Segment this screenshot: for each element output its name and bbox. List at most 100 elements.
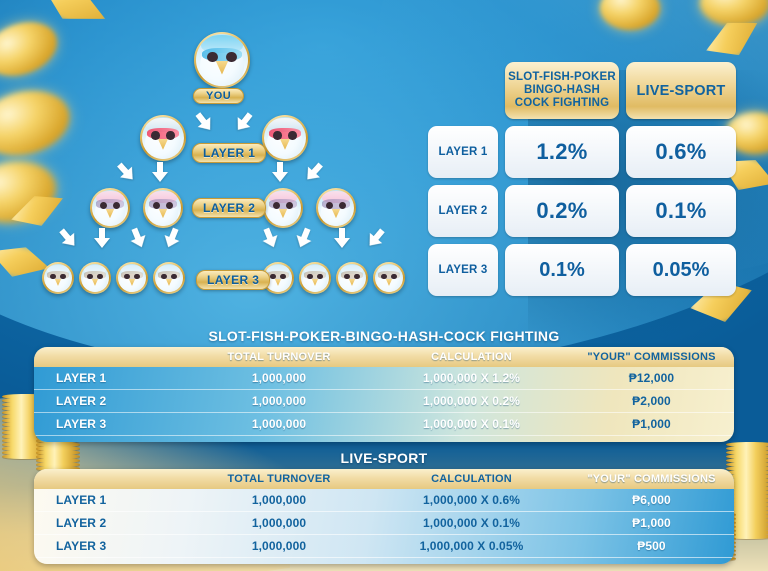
arrow-down-icon [334,228,350,248]
slots-row2-turnover: 1,000,000 [251,394,307,408]
avatar-layer3 [299,262,331,294]
arrow-down-icon [192,109,217,135]
live-col-commissions: "YOUR" COMMISSIONS [587,473,716,485]
avatar-layer2 [90,188,130,228]
live-row1-commission: ₱6,000 [632,493,671,507]
arrow-down-icon [293,226,315,251]
live-row3-layer: LAYER 3 [56,539,107,553]
commission-rate-table: SLOT-FISH-POKER BINGO-HASH COCK FIGHTING… [428,62,736,303]
avatar-layer3 [336,262,368,294]
live-row3-calculation: 1,000,000 X 0.05% [419,539,524,553]
avatar-layer3 [116,262,148,294]
rate-table-header-row: SLOT-FISH-POKER BINGO-HASH COCK FIGHTING… [428,62,736,119]
slots-row2-commission: ₱2,000 [632,394,671,408]
rate-header-slots: SLOT-FISH-POKER BINGO-HASH COCK FIGHTING [505,62,619,119]
slots-row2-layer: LAYER 2 [56,394,107,408]
rate-header-slots-line3: COCK FIGHTING [514,97,610,109]
table-row: LAYER 1 1,000,000 1,000,000 X 1.2% ₱12,0… [34,367,734,390]
slots-row3-commission: ₱1,000 [632,417,671,431]
slots-row1-turnover: 1,000,000 [251,371,307,385]
arrow-down-icon [363,225,388,251]
avatar-you [194,32,250,88]
slots-commission-table: TOTAL TURNOVER CALCULATION "YOUR" COMMIS… [34,347,734,442]
slots-table-title: SLOT-FISH-POKER-BINGO-HASH-COCK FIGHTING [208,328,560,344]
arrow-down-icon [232,109,257,135]
rate-row-label-layer3: LAYER 3 [428,244,498,296]
live-row3-commission: ₱500 [637,539,666,553]
badge-layer-2-label: LAYER 2 [203,201,256,215]
arrow-down-icon [55,225,80,251]
slots-row2-calculation: 1,000,000 X 0.2% [422,394,520,408]
badge-layer-1: LAYER 1 [192,143,267,163]
rate-row-label-layer2: LAYER 2 [428,185,498,237]
live-row2-commission: ₱1,000 [632,516,671,530]
referral-pyramid-diagram: YOU LAYER 1 [0,0,420,320]
slots-row3-turnover: 1,000,000 [251,417,307,431]
rate-row-label-layer1: LAYER 1 [428,126,498,178]
badge-layer-2: LAYER 2 [192,198,267,218]
live-row2-layer: LAYER 2 [56,516,107,530]
slots-row1-commission: ₱12,000 [628,371,675,385]
rate-header-live-sport: LIVE-SPORT [626,62,736,119]
rate-table-row: LAYER 1 1.2% 0.6% [428,126,736,178]
arrow-down-icon [161,226,183,251]
avatar-layer1 [140,115,186,161]
slots-row1-calculation: 1,000,000 X 1.2% [422,371,520,385]
avatar-layer3 [42,262,74,294]
arrow-down-icon [94,228,110,248]
rate-slots-layer2: 0.2% [505,185,619,237]
arrow-down-icon [113,159,138,185]
avatar-layer3 [79,262,111,294]
avatar-layer2 [263,188,303,228]
slots-row3-calculation: 1,000,000 X 0.1% [422,417,520,431]
rate-table-row: LAYER 2 0.2% 0.1% [428,185,736,237]
slots-table-footer-pad [34,436,734,442]
rate-header-slots-line2: BINGO-HASH [523,84,601,96]
rate-live-layer3: 0.05% [626,244,736,296]
avatar-layer2 [143,188,183,228]
table-row: LAYER 2 1,000,000 1,000,000 X 0.1% ₱1,00… [34,512,734,535]
arrow-down-icon [152,162,168,182]
table-row: LAYER 2 1,000,000 1,000,000 X 0.2% ₱2,00… [34,390,734,413]
live-commission-table: TOTAL TURNOVER CALCULATION "YOUR" COMMIS… [34,469,734,564]
live-col-turnover: TOTAL TURNOVER [227,473,331,485]
slots-table-header: TOTAL TURNOVER CALCULATION "YOUR" COMMIS… [34,347,734,367]
live-table-title: LIVE-SPORT [340,450,428,466]
slots-row1-layer: LAYER 1 [56,371,107,385]
slots-col-commissions: "YOUR" COMMISSIONS [587,351,716,363]
live-row1-turnover: 1,000,000 [251,493,307,507]
arrow-down-icon [259,226,281,251]
rate-slots-layer3: 0.1% [505,244,619,296]
live-row3-turnover: 1,000,000 [251,539,307,553]
slots-col-calculation: CALCULATION [431,351,512,363]
arrow-down-icon [127,226,149,251]
avatar-layer2 [316,188,356,228]
arrow-down-icon [301,159,326,185]
badge-layer-3-label: LAYER 3 [207,273,260,287]
table-row: LAYER 3 1,000,000 1,000,000 X 0.05% ₱500 [34,535,734,558]
rate-slots-layer1: 1.2% [505,126,619,178]
rate-table-row: LAYER 3 0.1% 0.05% [428,244,736,296]
live-row1-calculation: 1,000,000 X 0.6% [422,493,520,507]
live-row2-calculation: 1,000,000 X 0.1% [422,516,520,530]
rate-header-slots-line1: SLOT-FISH-POKER [508,71,616,83]
live-row2-turnover: 1,000,000 [251,516,307,530]
rate-header-spacer [428,62,498,119]
table-row: LAYER 1 1,000,000 1,000,000 X 0.6% ₱6,00… [34,489,734,512]
badge-you: YOU [193,88,245,104]
slots-col-turnover: TOTAL TURNOVER [227,351,331,363]
badge-layer-1-label: LAYER 1 [203,146,256,160]
live-row1-layer: LAYER 1 [56,493,107,507]
avatar-layer3 [153,262,185,294]
coin-stack-decor [2,394,48,459]
slots-row3-layer: LAYER 3 [56,417,107,431]
arrow-down-icon [272,162,288,182]
rate-live-layer2: 0.1% [626,185,736,237]
badge-layer-3: LAYER 3 [196,270,271,290]
badge-you-label: YOU [206,90,232,102]
live-table-header: TOTAL TURNOVER CALCULATION "YOUR" COMMIS… [34,469,734,489]
live-col-calculation: CALCULATION [431,473,512,485]
avatar-layer3 [373,262,405,294]
avatar-layer1 [262,115,308,161]
